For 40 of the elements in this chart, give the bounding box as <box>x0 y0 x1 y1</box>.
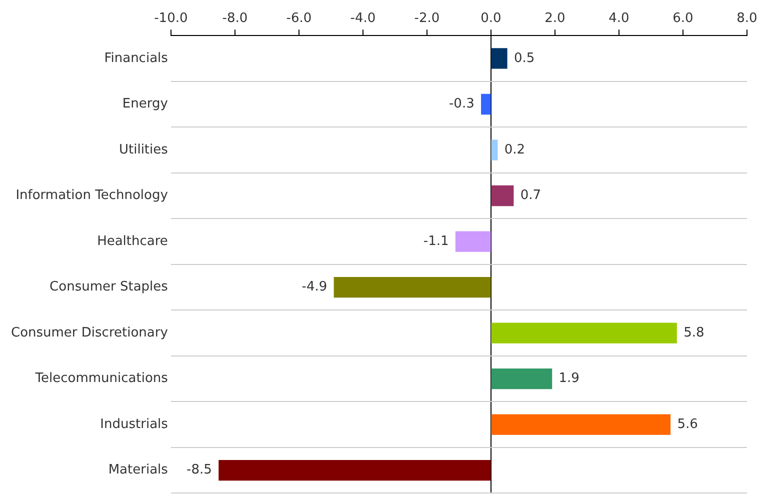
x-tick-label: -2.0 <box>414 11 440 26</box>
data-label: 0.7 <box>520 188 542 204</box>
bar <box>491 48 508 69</box>
data-label: 5.6 <box>677 416 698 432</box>
y-tick-label: Industrials <box>100 416 168 432</box>
y-tick-label: Telecommunications <box>34 371 168 386</box>
x-tick-label: -6.0 <box>286 11 312 26</box>
y-tick-label: Financials <box>104 50 168 66</box>
data-label: 1.9 <box>558 371 580 386</box>
x-tick-label: 4.0 <box>608 11 630 26</box>
y-tick-label: Healthcare <box>97 234 168 249</box>
y-tick-label: Materials <box>108 462 168 478</box>
bar <box>491 368 552 390</box>
bar <box>491 414 671 435</box>
data-label: -1.1 <box>423 234 449 249</box>
data-label: 0.2 <box>504 142 526 158</box>
y-tick-label: Utilities <box>118 142 168 158</box>
x-tick-label: 8.0 <box>736 11 758 26</box>
data-label: -4.9 <box>302 280 328 295</box>
y-tick-label: Consumer Staples <box>50 280 168 295</box>
data-label: 0.5 <box>514 50 535 66</box>
bar <box>334 276 491 298</box>
x-tick-label: 0.0 <box>480 11 502 26</box>
y-tick-label: Energy <box>122 96 168 112</box>
bar <box>455 231 491 252</box>
bar <box>491 140 498 160</box>
x-tick-label: -8.0 <box>222 11 248 26</box>
bar <box>481 94 491 115</box>
data-label: -0.3 <box>448 96 474 112</box>
data-label: 5.8 <box>684 325 704 340</box>
y-tick-label: Consumer Discretionary <box>10 325 168 340</box>
data-label: -8.5 <box>186 462 212 478</box>
bar <box>218 460 491 481</box>
x-tick-label: -10.0 <box>154 11 188 26</box>
x-tick-label: -4.0 <box>350 11 376 26</box>
bar <box>491 322 677 344</box>
x-tick-label: 2.0 <box>544 11 566 26</box>
bar <box>491 185 514 206</box>
y-tick-label: Information Technology <box>16 188 168 204</box>
x-tick-label: 6.0 <box>672 11 694 26</box>
